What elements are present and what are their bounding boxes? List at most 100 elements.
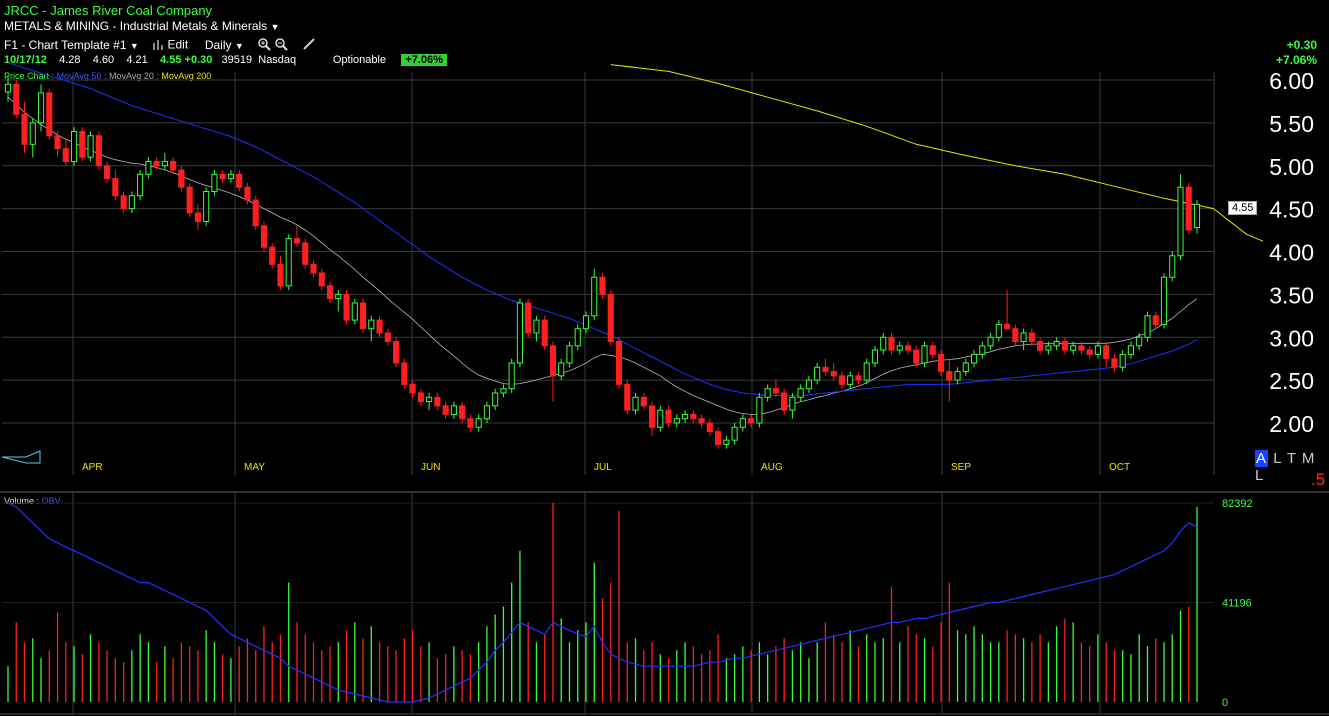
candle-body: [459, 405, 466, 420]
candle-body: [359, 302, 367, 330]
candle-body: [508, 362, 515, 390]
candle-body: [624, 383, 631, 411]
candle-body: [417, 392, 424, 403]
candle-body: [756, 396, 763, 424]
candle-body: [426, 396, 433, 403]
candle-body: [962, 362, 969, 373]
zoom-in-icon[interactable]: [257, 37, 271, 54]
altml-controls[interactable]: A L T M L: [1255, 450, 1329, 484]
legend-obv: OBV: [41, 496, 61, 506]
candle-body: [153, 160, 160, 167]
altml-a-button[interactable]: A: [1255, 450, 1269, 467]
candle-body: [863, 362, 870, 381]
candle-body: [1070, 345, 1077, 351]
candle-body: [194, 212, 201, 222]
candle-body: [186, 186, 193, 214]
right-change-block: +0.30 +7.06%: [1276, 38, 1317, 68]
candle-body: [1053, 341, 1060, 347]
candle-body: [772, 388, 779, 394]
period-selector[interactable]: Daily ▼: [205, 38, 247, 52]
quote-volume: 39519: [221, 54, 253, 66]
candle-body: [1177, 186, 1184, 257]
candle-body: [1111, 358, 1118, 368]
candle-body: [954, 371, 961, 381]
candle-body: [1061, 341, 1068, 351]
altml-rest[interactable]: L T M L: [1255, 450, 1316, 484]
candle-body: [343, 293, 350, 321]
candle-body: [880, 336, 887, 351]
candle-body: [690, 413, 697, 420]
ma200-line: [610, 64, 1264, 242]
candle-body: [203, 190, 210, 222]
draw-pencil-icon[interactable]: [302, 37, 316, 54]
candle-body: [1004, 323, 1011, 330]
zoom-out-icon[interactable]: [274, 37, 289, 54]
legend-ma20: MovAvg 20: [108, 71, 154, 81]
candle-body: [797, 388, 804, 398]
candle-body: [946, 371, 953, 381]
candle-body: [1144, 315, 1151, 338]
candle-body: [781, 392, 788, 411]
candle-body: [95, 135, 102, 167]
candle-body: [525, 302, 532, 334]
legend-ma200: MovAvg 200: [161, 71, 212, 81]
candle-body: [302, 242, 309, 265]
candle-body: [104, 165, 111, 180]
candle-body: [673, 418, 680, 424]
candle-body: [376, 319, 383, 334]
candle-body: [607, 293, 614, 343]
legend-ma50: MovAvg 50: [56, 71, 102, 81]
candle-body: [615, 341, 623, 385]
legend-price: Price Chart: [4, 71, 50, 81]
candle-body: [54, 135, 61, 150]
bar-chart-icon[interactable]: [152, 39, 164, 53]
candle-body: [87, 135, 94, 158]
candle-body: [715, 431, 722, 445]
edit-button[interactable]: Edit: [167, 37, 189, 52]
price-tick-label: 2.50: [1269, 368, 1314, 394]
candle-body: [409, 383, 416, 394]
candle-body: [269, 246, 276, 265]
candle-body: [244, 186, 251, 201]
candle-body: [434, 396, 441, 407]
candle-body: [805, 379, 812, 390]
quote-high: 4.60: [92, 54, 115, 66]
month-label: MAY: [244, 462, 265, 473]
month-label: OCT: [1109, 462, 1130, 473]
candle-body: [1169, 255, 1176, 278]
chart-header: JRCC - James River Coal Company METALS &…: [0, 0, 1329, 72]
symbol-title[interactable]: JRCC - James River Coal Company: [4, 3, 213, 18]
candle-body: [351, 302, 358, 321]
month-label: JUL: [594, 462, 612, 473]
candle-body: [1127, 345, 1135, 355]
candle-body: [318, 272, 325, 287]
price-tick-label: 6.00: [1269, 68, 1314, 94]
quote-date: 10/17/12: [4, 54, 47, 66]
candle-body: [1094, 345, 1101, 355]
candle-body: [37, 92, 45, 124]
sector-line[interactable]: METALS & MINING - Industrial Metals & Mi…: [4, 19, 279, 33]
candle-body: [698, 418, 705, 424]
candle-body: [483, 405, 490, 420]
candle-body: [1193, 203, 1201, 228]
candle-body: [682, 413, 689, 420]
candle-body: [219, 173, 226, 180]
candle-body: [442, 405, 449, 415]
candle-body: [913, 349, 920, 364]
price-tick-label: 3.50: [1269, 282, 1314, 308]
right-pct: +7.06%: [1275, 53, 1317, 67]
candle-body: [293, 238, 301, 244]
candle-body: [640, 396, 647, 407]
candle-body: [492, 392, 499, 407]
candle-body: [227, 173, 234, 180]
ma50-line: [7, 62, 1198, 397]
dropdown-arrow-icon[interactable]: ▼: [270, 21, 280, 32]
candle-body: [1103, 345, 1110, 360]
template-selector[interactable]: F1 - Chart Template #1 ▼: [4, 38, 142, 52]
last-price-tag: 4.55: [1228, 201, 1258, 215]
candle-body: [929, 345, 936, 355]
price-tick-label: 4.50: [1269, 197, 1314, 223]
month-label: SEP: [951, 462, 971, 473]
candle-body: [178, 169, 185, 188]
